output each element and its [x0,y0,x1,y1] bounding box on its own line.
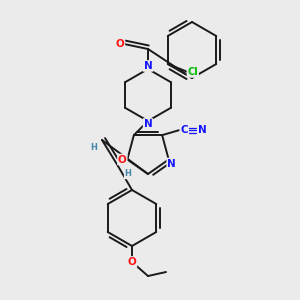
Text: H: H [91,143,98,152]
Text: C: C [180,125,188,135]
Text: N: N [198,125,206,135]
Text: H: H [124,169,131,178]
Text: O: O [118,154,127,164]
Text: Cl: Cl [188,67,198,77]
Text: N: N [144,119,152,129]
Text: O: O [128,257,136,267]
Text: N: N [167,158,176,169]
Text: N: N [144,61,152,71]
Text: O: O [116,39,124,49]
